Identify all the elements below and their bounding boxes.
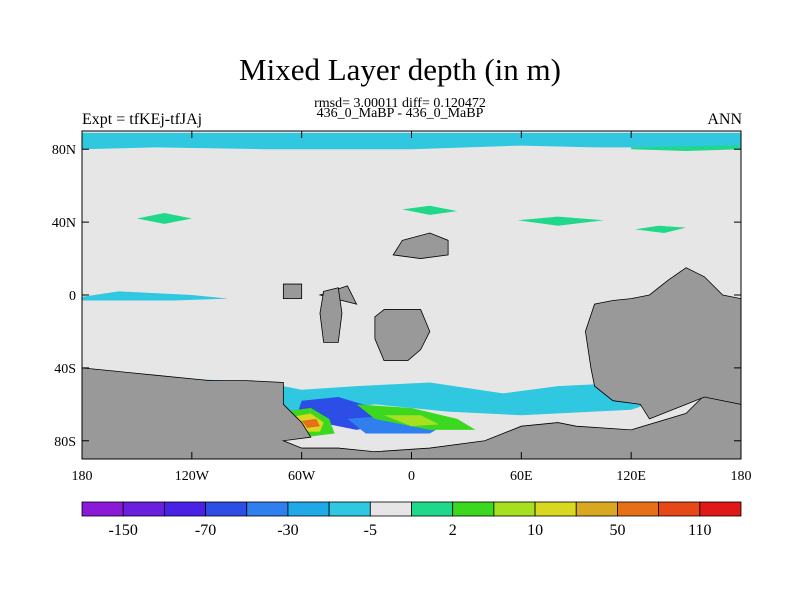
colorbar-label-2: -30 [277, 522, 298, 539]
colorbar-swatch-13 [617, 501, 660, 517]
colorbar-label-3: -5 [364, 522, 377, 539]
y-tick-label-1: 40N [52, 216, 76, 231]
colorbar-swatch-0 [81, 501, 124, 517]
season-label: ANN [707, 111, 742, 128]
contour-region-west-pacific-green [517, 216, 604, 226]
chart-subtitle-stats: rmsd= 3.00011 diff= 0.120472 [314, 96, 486, 111]
x-tick-label-3: 0 [408, 469, 415, 484]
land-central-north [392, 232, 449, 259]
colorbar-label-5: 10 [527, 522, 543, 539]
colorbar-swatch-5 [287, 501, 330, 517]
contour-region-arctic-edge-green [631, 145, 741, 152]
land-mid-continent [374, 309, 431, 362]
colorbar: -150 -70 -30 -5 2 10 50 110 [81, 501, 742, 539]
colorbar-swatch-6 [328, 501, 371, 517]
colorbar-swatch-14 [658, 501, 701, 517]
colorbar-swatch-8 [411, 501, 454, 517]
contour-region-east-weddell-yellow [384, 415, 439, 427]
x-tick-label-5: 120E [616, 469, 646, 484]
x-tick-label-4: 60E [510, 469, 533, 484]
x-tick-label-0: 180 [72, 469, 93, 484]
x-tick-label-1: 120W [175, 469, 210, 484]
contour-region-north-atlantic-green [402, 205, 458, 215]
y-tick-label-4: 80S [54, 435, 76, 450]
contour-region-far-west-pacific-green [634, 225, 687, 234]
colorbar-swatch-9 [452, 501, 495, 517]
colorbar-swatch-10 [493, 501, 536, 517]
colorbar-swatch-15 [699, 501, 742, 517]
colorbar-label-6: 50 [609, 522, 625, 539]
colorbar-swatch-7 [369, 501, 412, 517]
experiment-label: Expt = tfKEj-tfJAj [82, 111, 203, 128]
axis-layer: 180 120W 60W 0 60E 120E 180 80N 40N 0 40S 80S [52, 130, 752, 484]
colorbar-swatch-3 [205, 501, 248, 517]
y-tick-label-3: 40S [54, 362, 76, 377]
colorbar-swatch-12 [575, 501, 618, 517]
x-tick-label-6: 180 [731, 469, 752, 484]
land-small-island [282, 283, 303, 300]
y-tick-label-0: 80N [52, 143, 76, 158]
chart-subtitle-case: 436_0_MaBP - 436_0_MaBP [316, 106, 484, 121]
chart-title: Mixed Layer depth (in m) [239, 52, 561, 87]
y-tick-label-2: 0 [69, 289, 76, 304]
contour-region-equatorial-east-pacific [82, 291, 229, 301]
x-tick-label-2: 60W [288, 469, 316, 484]
colorbar-swatch-1 [122, 501, 165, 517]
colorbar-swatch-4 [246, 501, 289, 517]
colorbar-label-1: -70 [195, 522, 216, 539]
colorbar-label-0: -150 [109, 522, 138, 539]
colorbar-label-4: 2 [449, 522, 457, 539]
contour-region-north-pacific-green [136, 213, 192, 224]
contour-region-weddell-orange [301, 418, 320, 429]
land-asia-east [584, 267, 742, 420]
land-western-block [319, 287, 343, 343]
plot-layer [81, 131, 742, 460]
colorbar-label-7: 110 [688, 522, 711, 539]
colorbar-swatch-11 [534, 501, 577, 517]
contour-region-arctic-band [82, 132, 741, 150]
colorbar-swatch-2 [163, 501, 206, 517]
